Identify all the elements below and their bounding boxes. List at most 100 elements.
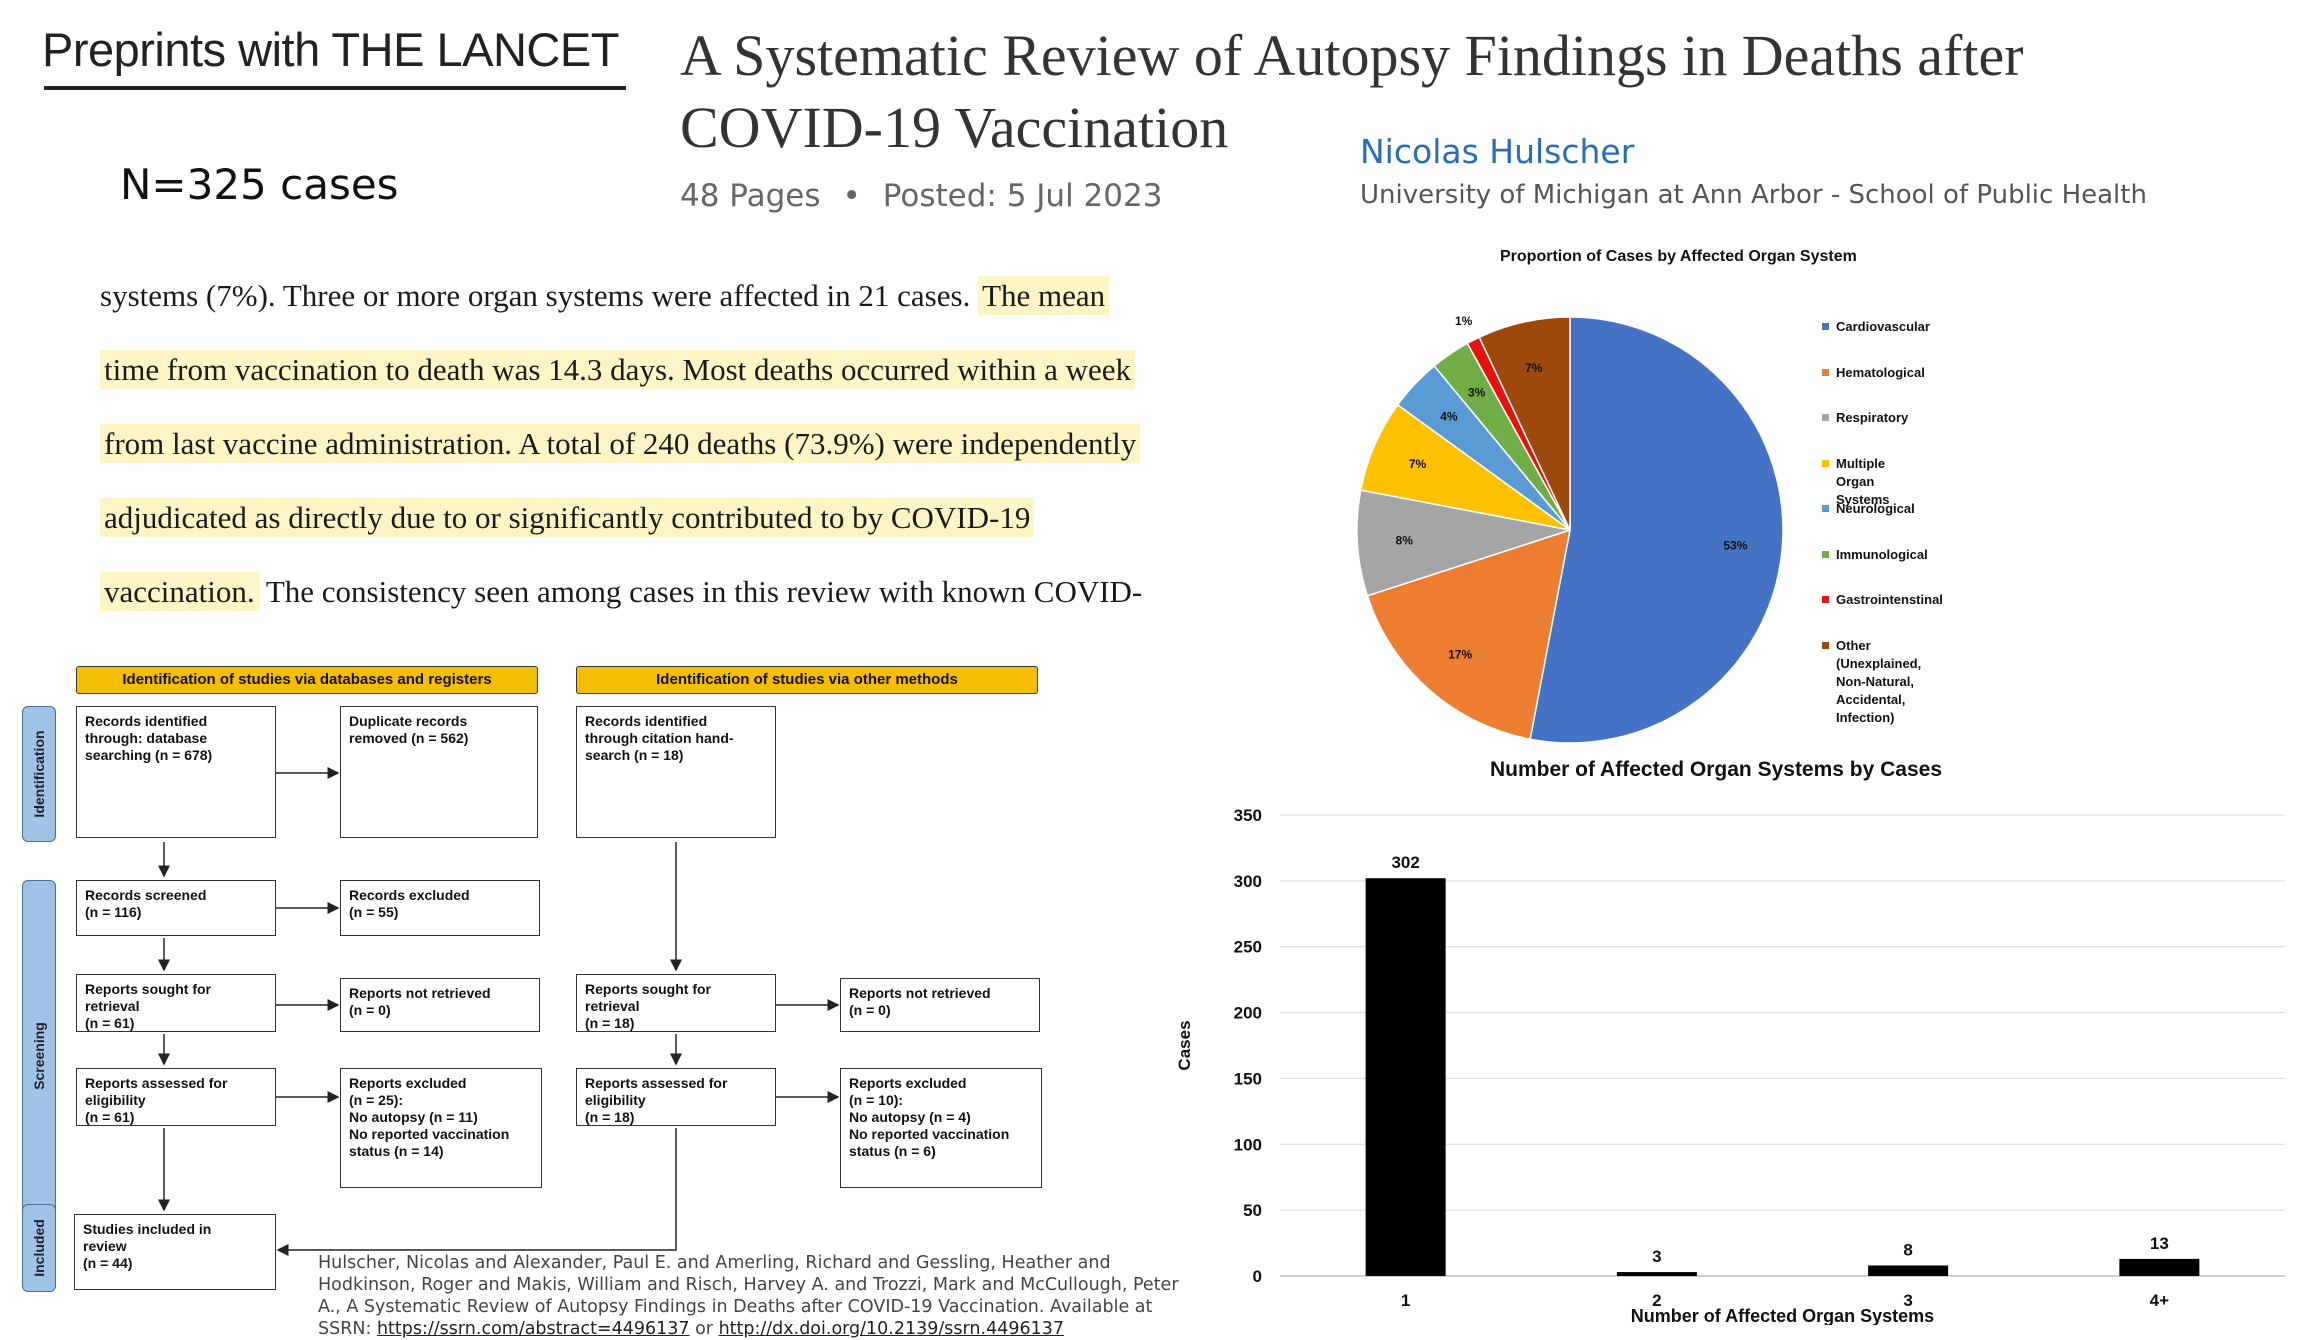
highlighted-text: time from vaccination to death was 14.3 … (100, 350, 1136, 389)
legend-swatch (1822, 505, 1829, 512)
box-text: Reports assessed for eligibility (n = 18… (585, 1075, 728, 1125)
ssrn-link[interactable]: https://ssrn.com/abstract=4496137 (376, 1319, 690, 1339)
bar (2119, 1258, 2200, 1276)
box-text: Studies included in review (n = 44) (83, 1221, 212, 1271)
box-text: Records screened (n = 116) (85, 887, 207, 920)
bar-chart-title: Number of Affected Organ Systems by Case… (1490, 758, 1943, 781)
y-tick-label: 350 (1234, 806, 1262, 825)
box-records-excluded: Records excluded (n = 55) (340, 880, 540, 936)
excerpt-text: The consistency seen among cases in this… (265, 574, 1143, 609)
case-count: N=325 cases (120, 160, 399, 209)
legend-label: Multiple Organ Systems (1836, 455, 1890, 507)
legend-label: Cardiovascular (1836, 319, 1930, 334)
box-not-retrieved-right: Reports not retrieved (n = 0) (840, 978, 1040, 1032)
excerpt-line-3: from last vaccine administration. A tota… (100, 424, 1141, 463)
box-text: Reports not retrieved (n = 0) (349, 985, 491, 1018)
prisma-arrows (158, 767, 840, 1256)
box-records-identified: Records identified through: database sea… (76, 706, 276, 838)
legend-label: Immunological (1836, 546, 1928, 562)
y-tick-label: 0 (1253, 1267, 1262, 1286)
pie-data-label: 1% (1455, 314, 1473, 328)
legend-swatch (1822, 550, 1829, 558)
y-tick-label: 100 (1234, 1135, 1262, 1154)
x-tick-label: 1 (1401, 1291, 1410, 1310)
box-text: Duplicate records removed (n = 562) (349, 713, 469, 746)
legend-label: Neurological (1836, 501, 1915, 516)
author-link[interactable]: Nicolas Hulscher (1360, 132, 1635, 171)
lancet-preprints-logo[interactable]: Preprints with THE LANCET (42, 23, 619, 76)
paper-title: A Systematic Review of Autopsy Findings … (680, 23, 2024, 160)
box-reports-sought-right: Reports sought for retrieval (n = 18) (576, 974, 776, 1032)
box-assessed-left: Reports assessed for eligibility (n = 61… (76, 1068, 276, 1126)
legend-label: Gastrointenstinal (1836, 592, 1943, 607)
bar-data-label: 8 (1903, 1240, 1912, 1259)
y-tick-label: 150 (1234, 1069, 1262, 1088)
legend-label: Other (Unexplained, Non-Natural, Acciden… (1836, 637, 1922, 725)
x-tick-label: 3 (1903, 1291, 1912, 1310)
legend-label: Respiratory (1836, 410, 1909, 425)
x-tick-label: 4+ (2150, 1291, 2169, 1310)
legend-swatch (1822, 596, 1829, 603)
box-reports-sought-left: Reports sought for retrieval (n = 61) (76, 974, 276, 1032)
x-tick-label: 2 (1652, 1291, 1661, 1310)
box-not-retrieved-left: Reports not retrieved (n = 0) (340, 978, 540, 1032)
pie-chart: 53% 17% 8% 7% 4% 3% 1% 7% (1356, 314, 1784, 744)
y-tick-label: 200 (1234, 1004, 1262, 1023)
phase-identification: Identification (22, 706, 56, 842)
x-axis-title: Number of Affected Organ Systems (1631, 1306, 1934, 1325)
legend-swatch (1822, 641, 1829, 649)
box-records-screened: Records screened (n = 116) (76, 880, 276, 936)
y-tick-label: 300 (1234, 872, 1262, 891)
bar (1616, 1272, 1697, 1276)
box-records-citation: Records identified through citation hand… (576, 706, 776, 838)
pie-data-label: 53% (1723, 539, 1747, 553)
pie-data-label: 17% (1448, 648, 1472, 662)
pie-chart-title: Proportion of Cases by Affected Organ Sy… (1500, 248, 1857, 265)
excerpt-line-2: time from vaccination to death was 14.3 … (100, 350, 1136, 389)
author-affiliation: University of Michigan at Ann Arbor - Sc… (1360, 180, 2147, 210)
bar (1365, 878, 1446, 1276)
phase-screening: Screening (22, 880, 56, 1232)
y-tick-label: 50 (1243, 1201, 1262, 1220)
box-text: Reports sought for retrieval (n = 61) (85, 981, 211, 1031)
box-text: Records excluded (n = 55) (349, 887, 470, 920)
bar-data-label: 302 (1391, 853, 1419, 872)
pie-data-label: 7% (1409, 457, 1427, 471)
citation-text: or (689, 1319, 719, 1339)
excerpt-line-4: adjudicated as directly due to or signif… (100, 498, 1035, 537)
bar (1868, 1265, 1949, 1276)
pie-slice (1478, 316, 1571, 531)
doi-link[interactable]: http://dx.doi.org/10.2139/ssrn.4496137 (718, 1319, 1065, 1339)
legend-swatch (1822, 414, 1829, 421)
highlighted-text: vaccination. (100, 572, 259, 611)
excerpt-line-1: systems (7%). Three or more organ system… (100, 276, 1110, 315)
box-duplicates-removed: Duplicate records removed (n = 562) (340, 706, 538, 838)
box-studies-included: Studies included in review (n = 44) (74, 1214, 276, 1290)
paper-meta: 48 Pages • Posted: 5 Jul 2023 (680, 178, 1162, 214)
pie-data-label: 8% (1396, 533, 1414, 547)
box-excluded-left: Reports excluded (n = 25): No autopsy (n… (340, 1068, 542, 1188)
legend-label: Hematological (1836, 364, 1925, 380)
citation: Hulscher, Nicolas and Alexander, Paul E.… (318, 1252, 1198, 1340)
box-text: Records identified through citation hand… (585, 713, 734, 763)
pie-data-label: 3% (1468, 386, 1486, 400)
separator-dot-icon: • (842, 178, 861, 214)
excerpt-line-5: vaccination. The consistency seen among … (100, 572, 1143, 611)
box-text: Reports assessed for eligibility (n = 61… (85, 1075, 228, 1125)
highlighted-text: The mean (978, 276, 1110, 315)
box-text: Records identified through: database sea… (85, 713, 213, 763)
legend-swatch (1822, 323, 1829, 330)
bar-data-label: 3 (1652, 1247, 1661, 1266)
excerpt-text: systems (7%). Three or more organ system… (100, 278, 971, 313)
pie-data-label: 4% (1440, 409, 1458, 423)
logo-underline (44, 86, 626, 90)
pie-data-label: 7% (1525, 361, 1543, 375)
box-text: Reports sought for retrieval (n = 18) (585, 981, 711, 1031)
y-axis-title: Cases (1175, 1020, 1194, 1070)
highlighted-text: adjudicated as directly due to or signif… (100, 498, 1035, 537)
citation-text: Hulscher, Nicolas and Alexander, Paul E.… (318, 1253, 1179, 1339)
box-assessed-right: Reports assessed for eligibility (n = 18… (576, 1068, 776, 1126)
box-text: Reports excluded (n = 10): No autopsy (n… (849, 1075, 1010, 1159)
band-databases: Identification of studies via databases … (76, 666, 538, 694)
highlighted-text: from last vaccine administration. A tota… (100, 424, 1141, 463)
